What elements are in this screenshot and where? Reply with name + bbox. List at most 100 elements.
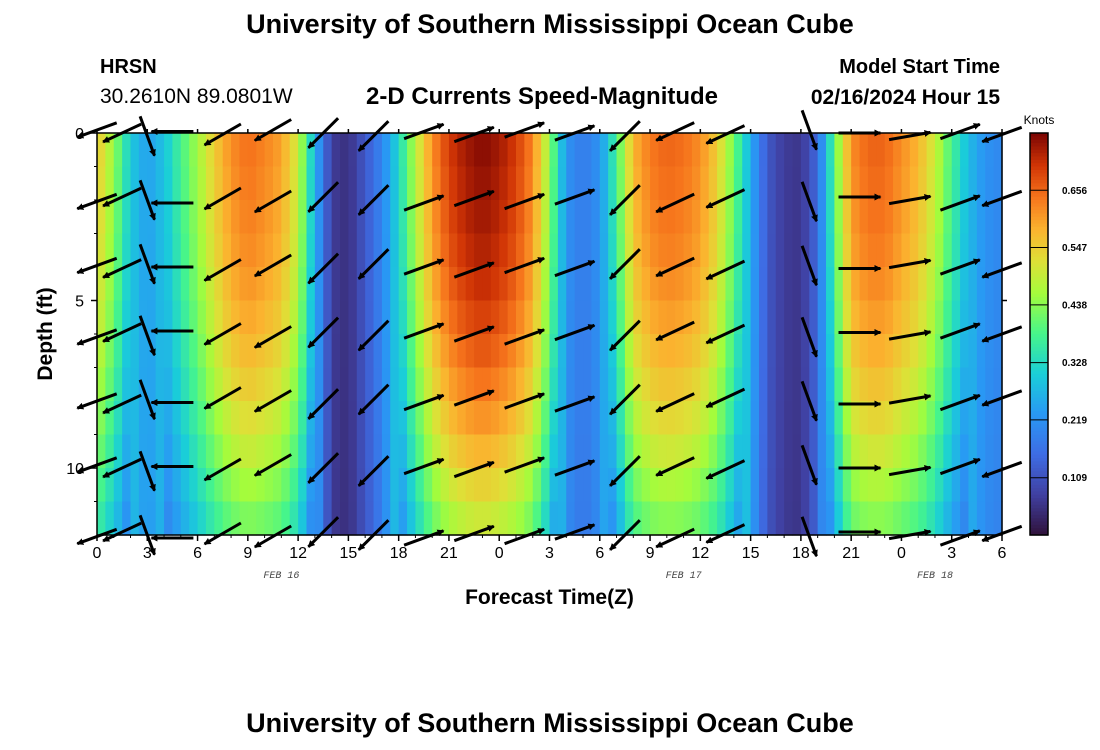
heatmap-cell (666, 200, 676, 235)
current-vector-arrow (403, 258, 445, 276)
current-vector-arrow (403, 322, 445, 340)
heatmap-cell (507, 300, 517, 335)
heatmap-cell (918, 166, 928, 201)
heatmap-cell (524, 200, 534, 235)
heatmap-cell (901, 300, 911, 335)
heatmap-cell (415, 166, 425, 201)
current-vector-arrow (939, 529, 981, 547)
heatmap-cell (373, 133, 383, 168)
heatmap-cell (231, 434, 241, 469)
heatmap-cell (314, 200, 324, 235)
heatmap-cell (331, 233, 341, 268)
colorbar-segment (1030, 441, 1048, 446)
heatmap-cell (557, 468, 567, 503)
heatmap-cell (784, 334, 794, 369)
heatmap-cell (708, 300, 718, 335)
heatmap-cell (348, 434, 358, 469)
heatmap-cell (650, 166, 660, 201)
heatmap-cell (574, 334, 584, 369)
heatmap-cell (817, 434, 827, 469)
heatmap-cell (951, 300, 961, 335)
heatmap-cell (658, 133, 668, 168)
heatmap-cell (708, 401, 718, 436)
heatmap-cell (691, 367, 701, 402)
heatmap-cell (222, 334, 232, 369)
heatmap-cell (624, 434, 634, 469)
heatmap-cell (758, 267, 768, 302)
heatmap-cell (842, 200, 852, 235)
colorbar-segment (1030, 384, 1048, 389)
heatmap-cell (733, 501, 743, 536)
heatmap-cell (256, 367, 266, 402)
heatmap-cell (616, 200, 626, 235)
heatmap-cell (784, 300, 794, 335)
heatmap-cell (298, 267, 308, 302)
heatmap-cell (465, 133, 475, 168)
heatmap-cell (289, 133, 299, 168)
heatmap-cell (951, 367, 961, 402)
heatmap-cell (306, 133, 316, 168)
heatmap-cell (189, 133, 199, 168)
heatmap-cell (180, 233, 190, 268)
current-vector-arrow (504, 456, 546, 474)
heatmap-cell (633, 434, 643, 469)
heatmap-cell (549, 468, 559, 503)
heatmap-cell (700, 501, 710, 536)
heatmap-cell (683, 267, 693, 302)
current-vector-arrow (203, 521, 242, 546)
heatmap-cell (138, 468, 148, 503)
heatmap-cell (985, 367, 995, 402)
heatmap-cell (792, 133, 802, 168)
heatmap-cell (608, 434, 618, 469)
heatmap-cell (549, 233, 559, 268)
heatmap-cell (474, 367, 484, 402)
heatmap-cell (985, 166, 995, 201)
heatmap-cell (926, 434, 936, 469)
heatmap-cell (340, 401, 349, 436)
heatmap-cell (180, 166, 190, 201)
heatmap-cell (826, 166, 836, 201)
heatmap-cell (231, 166, 241, 201)
heatmap-cell (666, 300, 676, 335)
heatmap-cell (968, 233, 978, 268)
heatmap-cell (524, 133, 534, 168)
heatmap-cell (717, 434, 727, 469)
heatmap-cell (708, 501, 718, 536)
heatmap-cell (97, 501, 106, 536)
heatmap-cell (976, 501, 986, 536)
colorbar-segment (1030, 210, 1048, 214)
colorbar-segment (1030, 357, 1048, 362)
heatmap-cell (365, 267, 375, 302)
heatmap-cell (231, 200, 241, 235)
heatmap-cell (532, 434, 542, 469)
heatmap-cell (155, 133, 165, 168)
heatmap-cell (515, 300, 525, 335)
heatmap-cell (809, 166, 819, 201)
heatmap-cell (867, 233, 877, 268)
heatmap-cell (650, 133, 660, 168)
heatmap-cell (323, 300, 333, 335)
current-vector-arrow (253, 453, 292, 477)
current-vector-arrow (504, 392, 546, 410)
heatmap-cell (281, 300, 291, 335)
heatmap-cell (867, 367, 877, 402)
heatmap-cell (155, 468, 165, 503)
model-start-label: Model Start Time (839, 56, 1000, 78)
heatmap-cell (189, 434, 199, 469)
heatmap-cell (365, 300, 375, 335)
heatmap-cell (490, 367, 500, 402)
heatmap-cell (918, 367, 928, 402)
heatmap-cell (918, 233, 928, 268)
heatmap-cell (105, 501, 115, 536)
heatmap-cell (960, 501, 970, 536)
heatmap-cell (775, 133, 785, 168)
heatmap-cell (348, 501, 358, 536)
heatmap-cell (515, 334, 525, 369)
current-vector-arrow (453, 189, 495, 208)
heatmap-cell (633, 300, 643, 335)
heatmap-cell (256, 334, 266, 369)
heatmap-cell (180, 401, 190, 436)
heatmap-cell (381, 334, 391, 369)
heatmap-cell (968, 367, 978, 402)
heatmap-cell (532, 367, 542, 402)
